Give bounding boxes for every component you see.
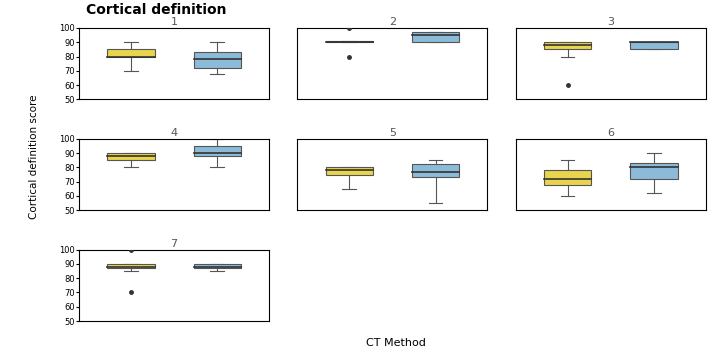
FancyBboxPatch shape <box>544 42 591 49</box>
Title: 7: 7 <box>171 239 178 249</box>
FancyBboxPatch shape <box>107 153 155 160</box>
FancyBboxPatch shape <box>412 32 459 42</box>
Text: CT Method: CT Method <box>366 337 426 348</box>
Title: 6: 6 <box>607 128 614 138</box>
Title: 1: 1 <box>171 17 178 27</box>
Text: Cortical definition score: Cortical definition score <box>29 95 39 219</box>
FancyBboxPatch shape <box>107 49 155 57</box>
Title: 3: 3 <box>607 17 614 27</box>
FancyBboxPatch shape <box>194 52 241 68</box>
Title: 4: 4 <box>171 128 178 138</box>
FancyBboxPatch shape <box>630 42 678 49</box>
Title: 2: 2 <box>389 17 396 27</box>
FancyBboxPatch shape <box>325 41 373 42</box>
FancyBboxPatch shape <box>194 264 241 268</box>
FancyBboxPatch shape <box>194 146 241 156</box>
FancyBboxPatch shape <box>630 163 678 179</box>
FancyBboxPatch shape <box>544 170 591 185</box>
Title: 5: 5 <box>389 128 396 138</box>
Text: Cortical definition: Cortical definition <box>86 3 227 17</box>
FancyBboxPatch shape <box>107 264 155 268</box>
FancyBboxPatch shape <box>325 168 373 174</box>
FancyBboxPatch shape <box>412 164 459 177</box>
